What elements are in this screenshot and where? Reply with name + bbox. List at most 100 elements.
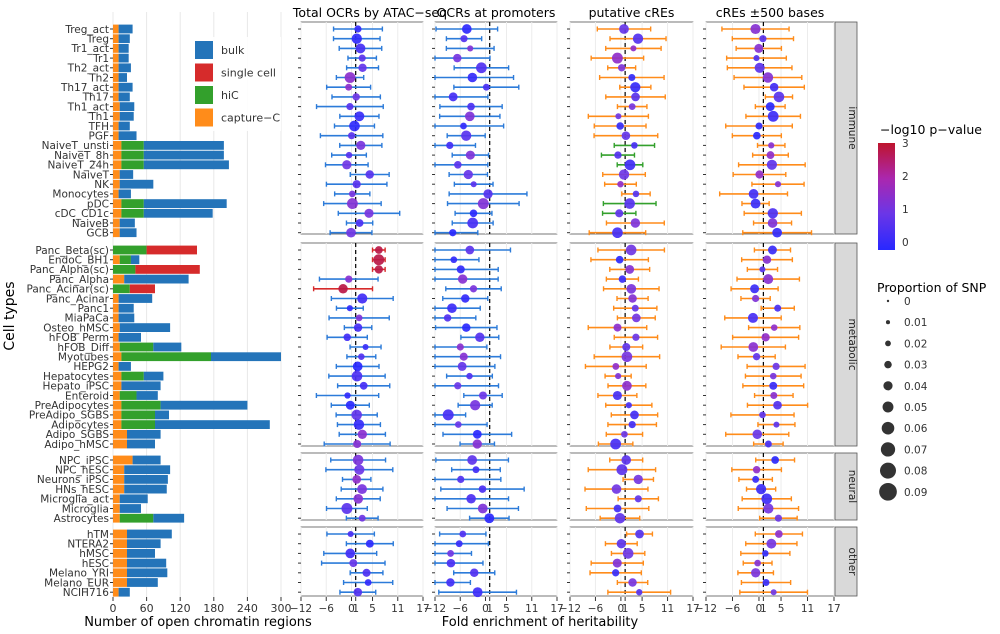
point-naiveb [355, 219, 364, 227]
size-tick-label: 0.02 [904, 338, 927, 350]
point-naivet-8h [766, 151, 775, 160]
panel-box [300, 242, 424, 447]
size-tick-label: 0 [904, 296, 911, 308]
point-microglia-act [466, 494, 476, 504]
bar-bulk-treg [118, 34, 130, 44]
point-ncih716 [770, 589, 777, 596]
bar-bulk-nk [119, 179, 154, 189]
point-tr1-act [355, 43, 366, 54]
point-adipo-sgbs [472, 429, 482, 439]
point-th2-act [617, 64, 626, 72]
point-naivet [463, 169, 473, 180]
bar-bulk-melano-eur [127, 578, 158, 587]
point-tr1 [358, 54, 366, 62]
point-naivet-unsti [768, 142, 775, 149]
cell-label-th1-act: Th1_act [67, 101, 109, 113]
bar-bulk-pdc [143, 199, 227, 208]
point-astrocytes [484, 513, 495, 524]
point-th2 [467, 72, 478, 83]
point-adipocytes [454, 421, 462, 428]
point-pdc [477, 198, 489, 210]
point-panc-acinar-sc [750, 284, 760, 294]
point-naivet [365, 170, 374, 179]
bar-bulk-pgf [118, 131, 137, 141]
bar-bulk-microglia [119, 504, 141, 513]
panel-tick-label: 0 [618, 603, 625, 615]
bar-cap-nk [113, 179, 120, 189]
bar-bulk-osteo-hmsc [119, 323, 171, 332]
panel-tick-label: −6 [588, 603, 604, 615]
point-panc-acinar-sc [338, 284, 348, 294]
bar-cap-pgf [113, 131, 119, 141]
bar-bulk-astrocytes [153, 513, 185, 523]
bar-cap-panc1 [113, 303, 119, 313]
point-melano-eur [762, 579, 770, 586]
bar-bulk-microglia-act [119, 494, 148, 504]
bar-hic-myotubes [121, 352, 211, 362]
point-myotubes [752, 353, 761, 361]
point-naivet-24h [342, 160, 352, 170]
point-pgf [621, 131, 631, 140]
cell-label-osteo-hmsc: Osteo_hMSC [43, 322, 109, 334]
point-gcb [612, 227, 623, 239]
point-th1-act [467, 102, 475, 111]
bar-bulk-panc1 [118, 303, 134, 313]
point-panc-beta-sc [768, 245, 777, 255]
point-hepatocytes [466, 372, 473, 380]
bar-bulk-tfh [118, 121, 130, 131]
cell-label-hepg2: HEPG2 [73, 361, 109, 373]
bar-bulk-th17 [118, 92, 130, 102]
bar-single-panc-acinar-sc [129, 284, 155, 294]
point-hepato-ipsc [454, 382, 462, 390]
panel-tick-label: 17 [416, 603, 429, 615]
cell-label-treg-act: Treg_act [64, 24, 109, 36]
point-microglia [477, 503, 488, 514]
point-osteo-hmsc [770, 324, 778, 331]
bar-cap-astrocytes [113, 513, 120, 523]
point-tfh [460, 122, 467, 130]
bar-bulk-preadipocytes [160, 400, 248, 410]
size-tick-label: 0.08 [904, 466, 927, 478]
color-tick-label: 1 [902, 204, 909, 216]
point-cdc-cd1c [615, 209, 624, 218]
point-adipo-hmsc [353, 439, 362, 449]
point-nk [617, 180, 624, 188]
point-nk [774, 181, 782, 188]
point-ncih716 [636, 589, 643, 596]
strip-label-immune: immune [846, 106, 858, 149]
cell-label-preadipocytes: PreAdipocytes [35, 400, 109, 412]
point-pgf [348, 132, 356, 140]
point-th2-act [754, 62, 765, 73]
bar-bulk-naivet-24h [143, 160, 229, 170]
legend-label-bulk: bulk [221, 44, 245, 57]
cell-label-hfob-perm: hFOB_Perm [49, 332, 109, 344]
point-hmsc [622, 548, 634, 559]
size-tick-label: 0.09 [904, 487, 927, 499]
cell-label-enteroid: Enteroid [65, 390, 109, 402]
panel-tick-label: −12 [695, 603, 717, 615]
point-tr1 [611, 52, 623, 64]
point-melano-eur [446, 578, 455, 587]
cell-label-hepato-ipsc: Hepato_iPSC [43, 381, 110, 393]
bar-cap-endoc-bh1 [113, 255, 120, 265]
point-ntera2 [365, 539, 374, 548]
point-treg [351, 33, 362, 44]
bar-cap-th1 [113, 111, 120, 121]
bar-bulk-treg-act [118, 24, 133, 34]
bar-cap-hepg2 [113, 362, 119, 371]
panel-title: cREs ±500 bases [716, 5, 825, 20]
bar-bulk-th2 [118, 73, 127, 82]
cell-label-adipocytes: Adipocytes [51, 419, 109, 431]
point-hesc [754, 559, 761, 567]
point-melano-eur [628, 578, 637, 587]
point-htm [775, 530, 783, 538]
cell-label-panc-acinar: Panc_Acinar [46, 293, 110, 305]
point-hns-hesc [755, 483, 767, 495]
bar-tick-label: 180 [203, 602, 224, 615]
point-th17-act [769, 82, 779, 92]
bar-cap-preadipocytes [113, 400, 122, 410]
point-hfob-diff [362, 343, 369, 351]
point-panc-alpha-sc [759, 266, 766, 273]
point-th1 [767, 110, 779, 122]
strip-other [834, 526, 858, 597]
